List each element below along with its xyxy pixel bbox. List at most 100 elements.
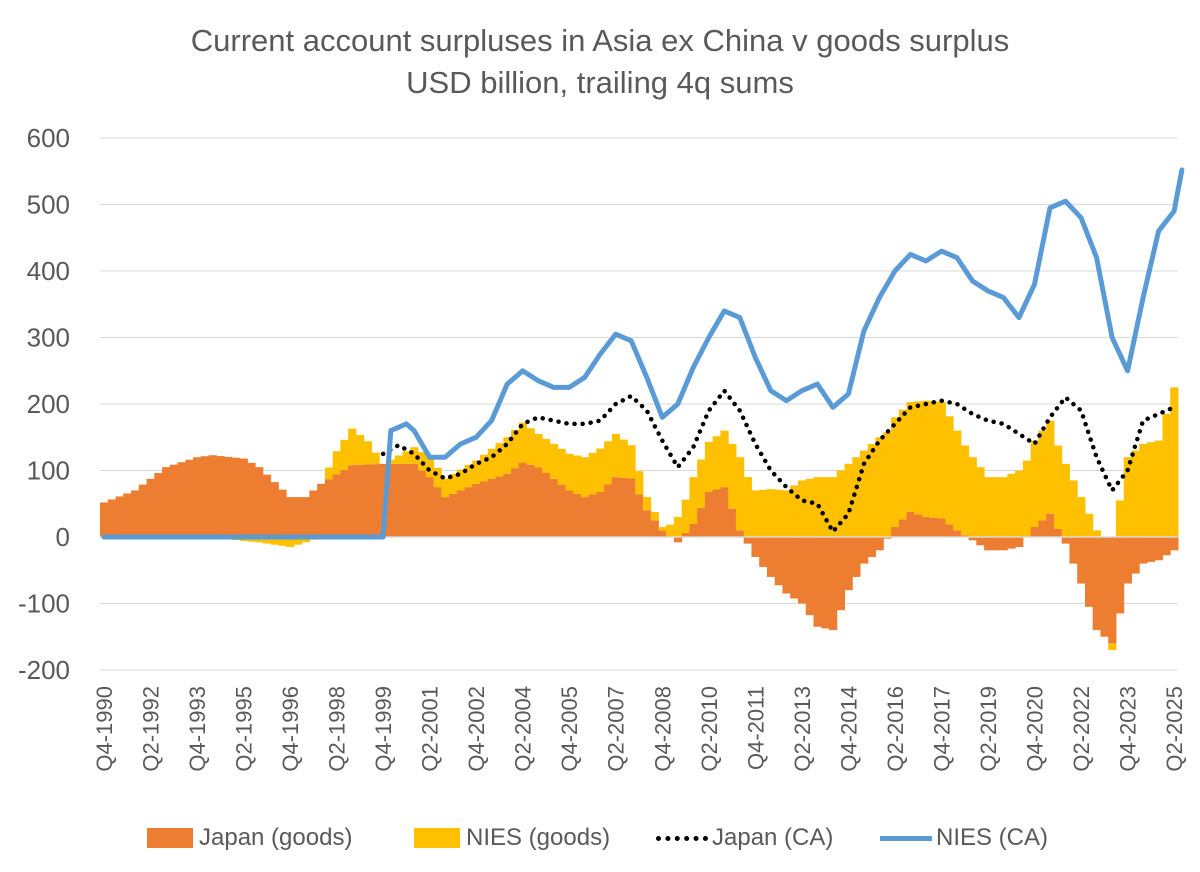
bar-japan-goods — [216, 456, 225, 537]
bar-japan-goods — [883, 537, 892, 539]
bar-nies-goods — [604, 441, 613, 485]
bar-japan-goods — [860, 537, 869, 564]
bar-nies-goods — [495, 443, 504, 477]
bar-japan-goods — [441, 497, 450, 537]
bar-nies-goods — [1046, 420, 1055, 514]
bar-japan-goods — [1092, 537, 1101, 631]
bar-japan-goods — [154, 472, 163, 537]
chart-subtitle: USD billion, trailing 4q sums — [406, 65, 794, 100]
bar-nies-goods — [712, 436, 721, 490]
bar-nies-goods — [332, 451, 341, 475]
bar-japan-goods — [1131, 537, 1140, 574]
bar-nies-goods — [503, 437, 512, 474]
bar-nies-goods — [619, 439, 628, 478]
bar-japan-goods — [317, 483, 326, 537]
bar-japan-goods — [371, 464, 380, 537]
line-nies-ca — [101, 167, 1185, 540]
bar-japan-goods — [332, 474, 341, 537]
bar-japan-goods — [394, 463, 403, 537]
bar-japan-goods — [588, 494, 597, 537]
bar-japan-goods — [386, 463, 396, 537]
bar-nies-goods — [999, 477, 1008, 537]
bar-nies-goods — [991, 477, 1001, 537]
bar-japan-goods — [534, 467, 543, 537]
legend-swatch-japan-ca — [656, 835, 708, 841]
bar-japan-goods — [1115, 537, 1125, 614]
bar-japan-goods — [712, 489, 721, 537]
legend-label-nies-ca: NIES (CA) — [936, 824, 1049, 851]
chart-title-block: Current account surpluses in Asia ex Chi… — [0, 20, 1200, 104]
bar-nies-goods — [689, 477, 698, 524]
bar-japan-goods — [511, 468, 520, 537]
x-tick-label: Q4-2017 — [930, 686, 955, 772]
bar-japan-goods — [549, 478, 559, 537]
bar-nies-goods — [635, 471, 644, 495]
bar-japan-goods — [875, 537, 884, 551]
bar-japan-goods — [107, 499, 117, 537]
bar-nies-goods — [720, 430, 729, 488]
bar-nies-goods — [1162, 413, 1171, 537]
bar-nies-goods — [301, 537, 310, 543]
bar-japan-goods — [611, 477, 621, 537]
bar-japan-goods — [743, 537, 752, 544]
x-tick-label: Q2-2025 — [1162, 686, 1187, 772]
bar-japan-goods — [976, 537, 985, 546]
x-tick-label: Q2-2019 — [976, 686, 1001, 772]
bar-japan-goods — [340, 469, 349, 537]
bar-japan-goods — [844, 537, 853, 591]
x-tick-label: Q2-2004 — [511, 686, 536, 772]
bar-nies-goods — [704, 441, 714, 492]
legend-label-japan-ca: Japan (CA) — [712, 824, 834, 851]
bar-japan-goods — [1139, 537, 1148, 564]
bar-japan-goods — [503, 473, 512, 537]
bar-nies-goods — [1069, 480, 1078, 537]
bar-nies-goods — [906, 402, 915, 512]
bar-japan-goods — [169, 464, 179, 537]
bar-nies-goods — [774, 489, 783, 537]
y-tick-label: -100 — [18, 589, 70, 619]
bar-nies-goods — [1092, 530, 1101, 537]
bar-japan-goods — [751, 537, 760, 557]
bar-japan-goods — [673, 537, 683, 543]
bar-japan-goods — [278, 489, 287, 537]
bar-nies-goods — [534, 433, 543, 468]
bar-japan-goods — [658, 530, 667, 537]
bar-nies-goods — [1115, 500, 1125, 537]
bar-nies-goods — [852, 457, 861, 537]
bar-japan-goods — [922, 517, 931, 537]
bar-japan-goods — [836, 537, 846, 611]
x-tick-label: Q2-1995 — [232, 686, 257, 772]
x-tick-label: Q2-2010 — [697, 686, 722, 772]
bar-nies-goods — [759, 489, 768, 537]
bar-nies-goods — [596, 448, 605, 492]
legend: Japan (goods) NIES (goods) Japan (CA) NI… — [0, 818, 1200, 858]
bar-nies-goods — [417, 452, 427, 471]
bar-japan-goods — [526, 464, 535, 537]
x-tick-label: Q4-1999 — [371, 686, 396, 772]
bar-japan-goods — [1084, 537, 1094, 607]
bar-japan-goods — [1061, 537, 1070, 544]
bar-japan-goods — [697, 507, 706, 537]
bar-japan-goods — [433, 487, 442, 537]
x-tick-label: Q4-2014 — [836, 686, 861, 772]
x-tick-label: Q4-2008 — [650, 686, 675, 772]
bar-japan-goods — [728, 508, 737, 537]
bar-nies-goods — [293, 537, 303, 545]
bar-japan-goods — [852, 537, 861, 577]
bar-japan-goods — [1123, 537, 1132, 584]
y-tick-label: 400 — [27, 256, 70, 286]
bar-nies-goods — [976, 467, 985, 537]
bar-nies-goods — [666, 524, 675, 537]
legend-item-japan-goods: Japan (goods) — [147, 818, 352, 858]
bar-japan-goods — [286, 497, 295, 537]
bar-japan-goods — [797, 537, 807, 604]
bar-nies-goods — [573, 455, 582, 494]
bar-japan-goods — [805, 537, 814, 616]
bar-japan-goods — [410, 463, 419, 537]
bar-nies-goods — [542, 438, 551, 473]
bar-nies-goods — [782, 490, 791, 537]
bar-japan-goods — [456, 490, 466, 537]
bar-japan-goods — [999, 537, 1008, 551]
bar-nies-goods — [891, 417, 900, 528]
bar-nies-goods — [984, 477, 993, 537]
